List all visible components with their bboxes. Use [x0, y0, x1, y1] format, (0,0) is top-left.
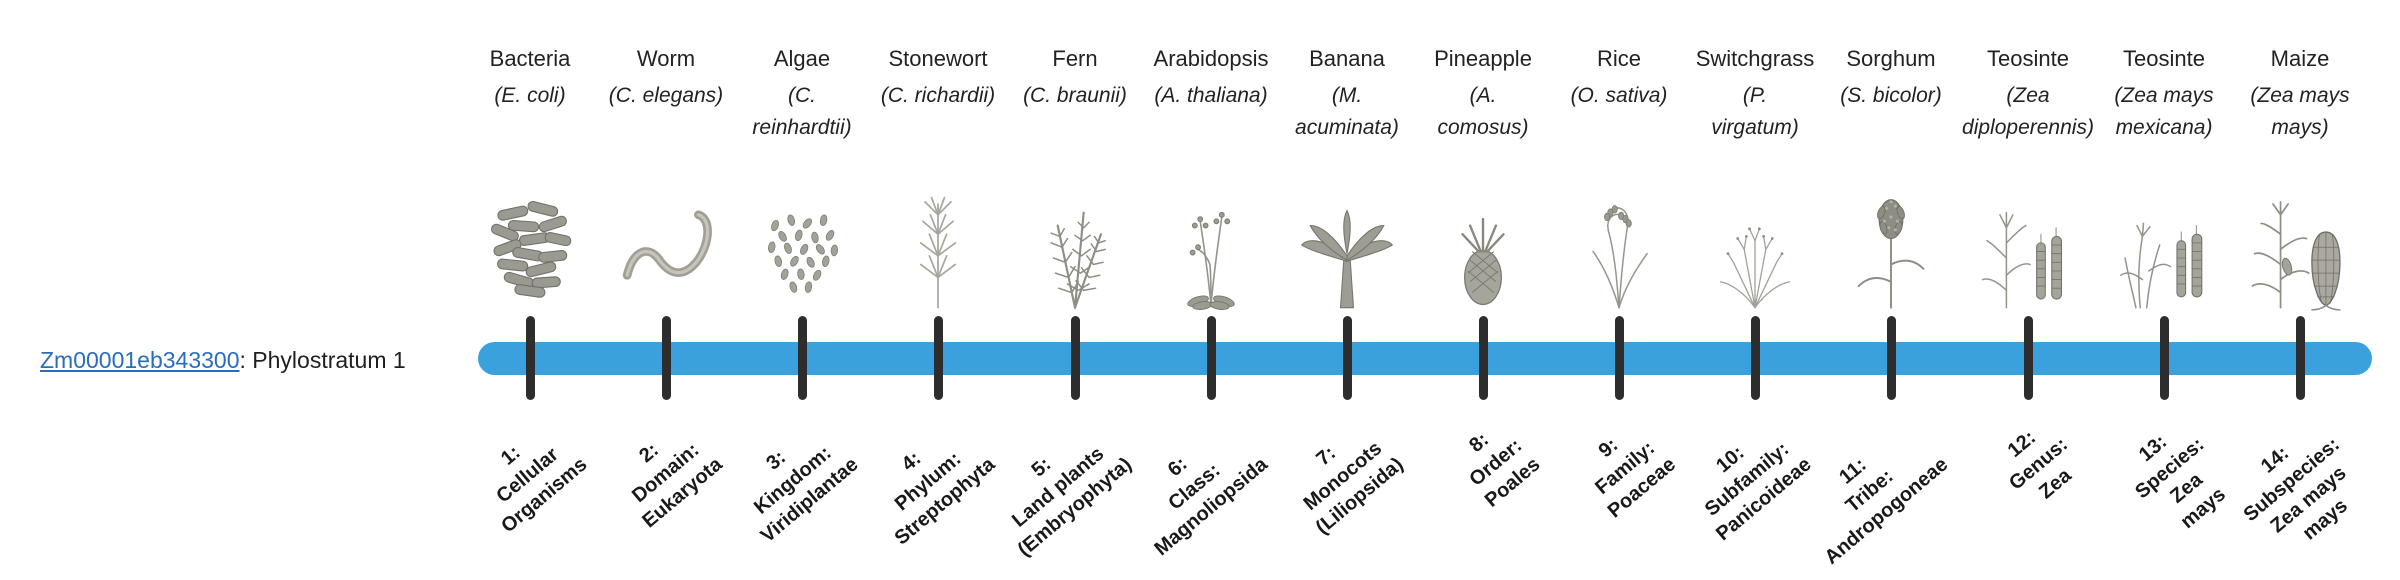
organism-name: Switchgrass: [1695, 46, 1815, 71]
phylostratum-stage-label-6: 6: Class: Magnoliopsida: [1150, 452, 1272, 561]
teosinte-mexicana-icon: [2106, 160, 2222, 312]
organism-scientific-name: (O. sativa): [1570, 84, 1668, 107]
phylostratum-stage-label-7: 7: Monocots (Liliopsida): [1299, 437, 1408, 539]
organism-column-teosinte-diploperennis: Teosinte (Zea diploperennis): [1953, 0, 2103, 580]
organism-column-rice: Rice (O. sativa) 9: Family: Poaceae: [1544, 0, 1694, 580]
organism-scientific-name: (A. thaliana): [1154, 84, 1268, 107]
organism-column-worm: Worm (C. elegans) 2: Domain: Eukaryota: [591, 0, 741, 580]
organism-name: Rice: [1596, 46, 1641, 71]
fern-icon: [1017, 160, 1133, 312]
stonewort-icon: [880, 160, 996, 312]
phylostratum-tick-3: [797, 316, 807, 400]
sorghum-icon: [1833, 160, 1949, 312]
organism-scientific-name: (P. virgatum): [1711, 84, 1799, 139]
switchgrass-icon: [1697, 160, 1813, 312]
organism-name: Banana: [1309, 46, 1385, 71]
phylostratum-stage-label-5: 5: Land plants (Embryophyta): [1007, 442, 1136, 561]
phylostratum-tick-2: [661, 316, 671, 400]
phylostratum-tick-12: [2023, 316, 2033, 400]
phylostratum-tick-4: [933, 316, 943, 400]
organism-scientific-name: (C. braunii): [1023, 84, 1127, 107]
organism-scientific-name: (Zea mays mays): [2250, 84, 2350, 139]
phylostratum-stage-label-10: 10: Subfamily: Panicoideae: [1701, 438, 1816, 546]
organism-scientific-name: (C. reinhardtii): [752, 84, 852, 139]
organism-column-switchgrass: Switchgrass (P. virgatum) 10: Subfamily:…: [1680, 0, 1830, 580]
organism-name: Algae: [773, 46, 831, 71]
organism-column-arabidopsis: Arabidopsis (A. thaliana): [1136, 0, 1286, 580]
organism-scientific-name: (E. coli): [494, 84, 566, 107]
phylostratum-stage-label-14: 14: Subspecies: Zea mays mays: [2239, 433, 2353, 545]
organism-column-pineapple: Pineapple (A. comosus) 8: Order: Poales: [1408, 0, 1558, 580]
phylostratum-tick-8: [1478, 316, 1488, 400]
organism-column-maize: Maize (Zea mays mays): [2225, 0, 2375, 580]
organism-column-teosinte-mexicana: Teosinte (Zea mays mexicana): [2089, 0, 2239, 580]
organism-name: Fern: [1052, 46, 1098, 71]
phylostratum-tick-13: [2159, 316, 2169, 400]
phylostratum-tick-7: [1342, 316, 1352, 400]
phylostratum-tick-5: [1070, 316, 1080, 400]
organism-scientific-name: (M. acuminata): [1295, 84, 1399, 139]
phylostratum-stage-label-12: 12: Genus: Zea: [2003, 426, 2076, 504]
organism-name: Pineapple: [1434, 46, 1532, 71]
phylostratum-stage-label-1: 1: Cellular Organisms: [491, 441, 591, 538]
phylostratum-tick-6: [1206, 316, 1216, 400]
phylostratum-tick-1: [525, 316, 535, 400]
organism-scientific-name: (C. elegans): [608, 84, 724, 107]
organism-column-sorghum: Sorghum (S. bicolor): [1816, 0, 1966, 580]
phylostratum-tick-14: [2295, 316, 2305, 400]
organism-name: Sorghum: [1846, 46, 1936, 71]
phylostratum-tick-11: [1886, 316, 1896, 400]
phylostratum-stage-label-2: 2: Domain: Eukaryota: [628, 438, 727, 533]
organism-scientific-name: (C. richardii): [880, 84, 996, 107]
banana-tree-icon: [1289, 160, 1405, 312]
phylostratum-stage-label-3: 3: Kingdom: Viridiplantae: [750, 441, 863, 548]
gene-id-link[interactable]: Zm00001eb343300: [40, 347, 240, 373]
phylostrata-bar: [478, 342, 2372, 375]
organism-column-fern: Fern (C. braunii) 5: Land plants (Embryo…: [1000, 0, 1150, 580]
organism-name: Bacteria: [489, 46, 571, 71]
phylostratum-stage-label-4: 4: Phylum: Streptophyta: [890, 447, 999, 550]
organism-column-algae: Algae (C. reinhardtii): [727, 0, 877, 580]
phylostratum-stage-label-9: 9: Family: Poaceae: [1591, 433, 1680, 523]
arabidopsis-icon: [1153, 160, 1269, 312]
organism-column-banana: Banana (M. acuminata) 7: Monocots (Lilio…: [1272, 0, 1422, 580]
algae-icon: [744, 160, 860, 312]
organism-name: Worm: [636, 46, 696, 71]
organism-name: Maize: [2270, 46, 2330, 71]
organism-scientific-name: (A. comosus): [1437, 84, 1529, 139]
worm-icon: [608, 160, 724, 312]
rice-plant-icon: [1561, 160, 1677, 312]
phylostratum-tick-10: [1750, 316, 1760, 400]
organism-scientific-name: (S. bicolor): [1840, 84, 1942, 107]
pineapple-icon: [1425, 160, 1541, 312]
phylostratum-stage-label-8: 8: Order: Poales: [1464, 428, 1544, 512]
organism-scientific-name: (Zea mays mexicana): [2114, 84, 2214, 139]
bacteria-icon: [472, 160, 588, 312]
teosinte-diploperennis-icon: [1970, 160, 2086, 312]
phylostratum-tick-9: [1614, 316, 1624, 400]
organism-scientific-name: (Zea diploperennis): [1962, 84, 2094, 139]
organism-name: Stonewort: [888, 46, 988, 71]
gene-phylostratum-text: : Phylostratum 1: [239, 347, 406, 373]
organism-name: Arabidopsis: [1153, 46, 1269, 71]
phylostratum-stage-label-13: 13: Species: Zea mays: [2130, 430, 2230, 534]
maize-icon: [2242, 160, 2358, 312]
gene-label: Zm00001eb343300: Phylostratum 1: [40, 347, 406, 374]
organism-name: Teosinte: [1987, 46, 2069, 71]
organism-column-stonewort: Stonewort (C. richardii) 4: Phylum: Stre…: [863, 0, 1013, 580]
organism-name: Teosinte: [2123, 46, 2205, 71]
organism-column-bacteria: Bacteria (E. coli): [455, 0, 605, 580]
